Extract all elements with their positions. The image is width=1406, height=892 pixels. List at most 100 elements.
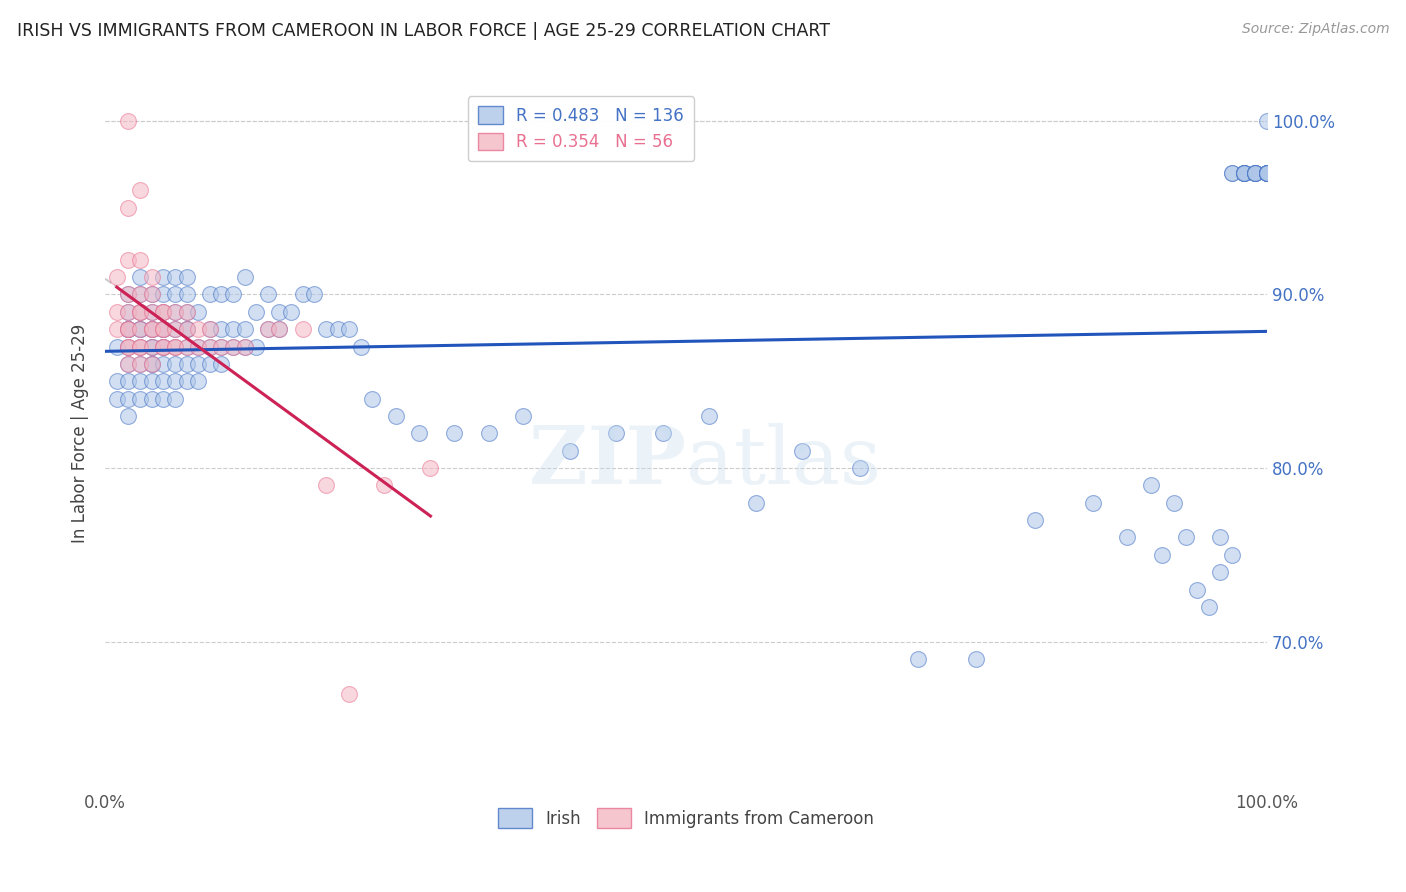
Point xyxy=(1233,166,1256,180)
Point xyxy=(337,322,360,336)
Point xyxy=(152,339,174,353)
Point xyxy=(1244,166,1267,180)
Point xyxy=(176,305,198,319)
Point xyxy=(117,357,139,371)
Point xyxy=(605,426,627,441)
Point xyxy=(117,339,139,353)
Point xyxy=(1244,166,1267,180)
Point xyxy=(1244,166,1267,180)
Point xyxy=(163,322,186,336)
Point xyxy=(233,339,256,353)
Point xyxy=(477,426,499,441)
Point xyxy=(129,322,152,336)
Point xyxy=(152,357,174,371)
Point xyxy=(129,287,152,301)
Legend: Irish, Immigrants from Cameroon: Irish, Immigrants from Cameroon xyxy=(492,802,880,834)
Point xyxy=(269,322,291,336)
Point xyxy=(222,287,245,301)
Point xyxy=(198,322,221,336)
Point xyxy=(129,392,152,406)
Point xyxy=(373,478,395,492)
Point xyxy=(1256,166,1278,180)
Point xyxy=(1256,166,1278,180)
Point xyxy=(176,339,198,353)
Point xyxy=(129,183,152,197)
Point xyxy=(1233,166,1256,180)
Point xyxy=(187,339,209,353)
Point xyxy=(117,287,139,301)
Point xyxy=(141,392,163,406)
Point xyxy=(187,339,209,353)
Point xyxy=(141,357,163,371)
Point xyxy=(117,322,139,336)
Point xyxy=(129,322,152,336)
Point xyxy=(1198,599,1220,614)
Point xyxy=(129,270,152,285)
Point xyxy=(443,426,465,441)
Point xyxy=(117,322,139,336)
Point xyxy=(176,357,198,371)
Point xyxy=(152,305,174,319)
Point xyxy=(141,339,163,353)
Point xyxy=(117,409,139,423)
Point xyxy=(163,374,186,388)
Point xyxy=(269,305,291,319)
Point xyxy=(163,305,186,319)
Point xyxy=(152,322,174,336)
Point xyxy=(141,287,163,301)
Point xyxy=(176,374,198,388)
Point xyxy=(176,270,198,285)
Point xyxy=(117,252,139,267)
Y-axis label: In Labor Force | Age 25-29: In Labor Force | Age 25-29 xyxy=(72,324,89,543)
Point xyxy=(269,322,291,336)
Point xyxy=(1256,166,1278,180)
Point xyxy=(141,322,163,336)
Point xyxy=(1209,531,1232,545)
Point xyxy=(176,287,198,301)
Point xyxy=(907,652,929,666)
Point xyxy=(129,339,152,353)
Point xyxy=(966,652,988,666)
Point xyxy=(291,322,314,336)
Point xyxy=(117,305,139,319)
Point xyxy=(651,426,673,441)
Point xyxy=(141,305,163,319)
Point xyxy=(1209,565,1232,579)
Point xyxy=(1081,496,1104,510)
Point xyxy=(163,392,186,406)
Point xyxy=(361,392,384,406)
Point xyxy=(141,322,163,336)
Point xyxy=(152,339,174,353)
Point xyxy=(129,339,152,353)
Point xyxy=(129,322,152,336)
Point xyxy=(1256,166,1278,180)
Point xyxy=(280,305,302,319)
Point xyxy=(187,374,209,388)
Point xyxy=(209,322,232,336)
Text: ZIP: ZIP xyxy=(529,423,686,500)
Point xyxy=(152,287,174,301)
Point xyxy=(198,357,221,371)
Point xyxy=(176,322,198,336)
Point xyxy=(176,322,198,336)
Point xyxy=(117,322,139,336)
Point xyxy=(245,339,267,353)
Point xyxy=(141,322,163,336)
Point xyxy=(222,339,245,353)
Point xyxy=(152,322,174,336)
Point xyxy=(105,322,128,336)
Point xyxy=(152,270,174,285)
Point xyxy=(257,322,280,336)
Point xyxy=(163,287,186,301)
Point xyxy=(1256,166,1278,180)
Text: atlas: atlas xyxy=(686,423,882,500)
Point xyxy=(408,426,430,441)
Point xyxy=(1233,166,1256,180)
Point xyxy=(117,113,139,128)
Point xyxy=(1174,531,1197,545)
Point xyxy=(1152,548,1174,562)
Point xyxy=(105,339,128,353)
Point xyxy=(129,339,152,353)
Point xyxy=(163,322,186,336)
Point xyxy=(163,339,186,353)
